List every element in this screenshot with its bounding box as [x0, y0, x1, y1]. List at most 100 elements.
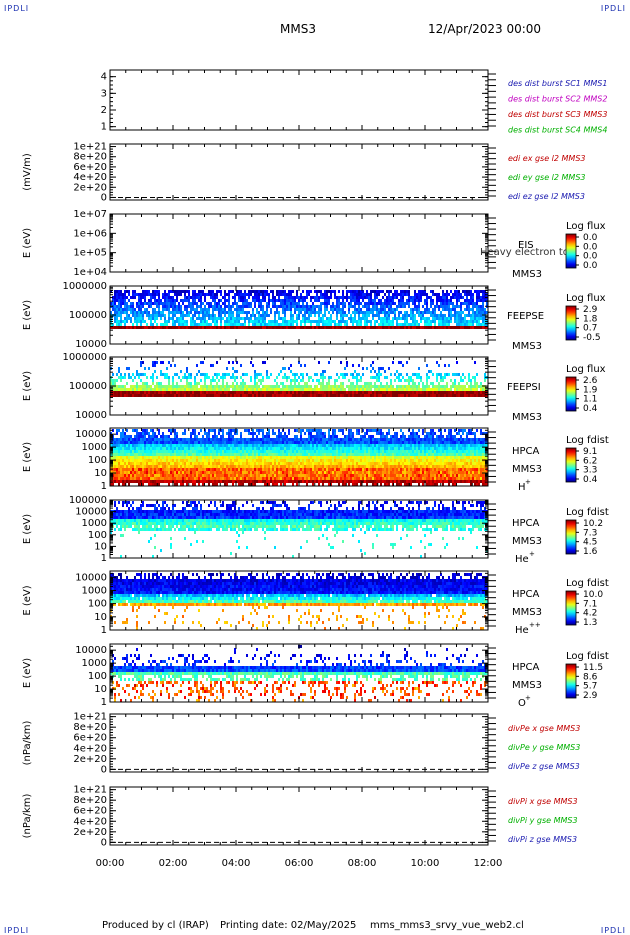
ytick-label-hpca_o-4: 10000: [75, 645, 107, 656]
frame-eis: [110, 214, 488, 272]
ytick-label-divpe-4: 8e+20: [73, 722, 107, 733]
colorbar-label-feepse: Log flux: [566, 293, 606, 304]
ytick-label-hpca_h-0: 1: [101, 481, 107, 492]
spacecraft-hpca_o: MMS3: [512, 680, 542, 691]
species-charge-hpca_he2: ++: [529, 621, 541, 629]
ytick-label-divpe-5: 1e+21: [73, 712, 107, 723]
ytick-label-hpca_h-1: 10: [94, 468, 107, 479]
ytick-label-dist-1: 2: [101, 105, 107, 116]
xtick-label-4: 08:00: [348, 858, 377, 869]
ytick-label-edi-0: 0: [101, 192, 107, 203]
ytick-label-hpca_o-0: 1: [101, 697, 107, 708]
ytick-label-hpca_he1-2: 100: [88, 530, 107, 541]
colorbar-label-hpca_h: Log fdist: [566, 435, 609, 446]
species-hpca_he2: He: [515, 625, 529, 636]
colorbar-hpca_h: [566, 448, 576, 482]
ytick-label-eis-2: 1e+06: [73, 228, 107, 239]
ytick-label-hpca_he1-1: 10: [94, 541, 107, 552]
species-charge-hpca_he1: +: [529, 550, 535, 558]
ytick-label-edi-4: 8e+20: [73, 152, 107, 163]
ytick-label-divpi-0: 0: [101, 837, 107, 848]
legend-edi-0: edi ex gse l2 MMS3: [508, 154, 586, 163]
ytick-label-eis-0: 1e+04: [73, 267, 107, 278]
colorbar-tick-hpca_h-3: 0.4: [583, 475, 598, 485]
legend-divpe-2: divPe z gse MMS3: [508, 762, 580, 771]
instrument-hpca_o: HPCA: [512, 662, 540, 673]
legend-dist-3: des dist burst SC4 MMS4: [508, 126, 607, 135]
legend-dist-0: des dist burst SC1 MMS1: [508, 79, 607, 88]
heatmap-hpca_o: [110, 645, 488, 702]
ytick-label-eis-3: 1e+07: [73, 209, 107, 220]
ytick-label-hpca_he2-4: 10000: [75, 572, 107, 583]
spacecraft-hpca_he2: MMS3: [512, 607, 542, 618]
colorbar-label-hpca_he1: Log fdist: [566, 507, 609, 518]
colorbar-tick-eis-3: 0.0: [583, 261, 598, 271]
legend-edi-1: edi ey gse l2 MMS3: [508, 173, 586, 182]
instrument-hpca_he2: HPCA: [512, 589, 540, 600]
ytick-label-eis-1: 1e+05: [73, 248, 107, 259]
colorbar-feepsi: [566, 377, 576, 411]
ylabel-edi: (mV/m): [22, 153, 33, 191]
xtick-label-2: 04:00: [222, 858, 251, 869]
ytick-label-divpe-3: 6e+20: [73, 733, 107, 744]
ytick-label-hpca_he2-0: 1: [101, 625, 107, 636]
colorbar-tick-feepse-3: -0.5: [583, 333, 601, 343]
xtick-label-1: 02:00: [159, 858, 188, 869]
ytick-label-edi-2: 4e+20: [73, 172, 107, 183]
colorbar-hpca_o: [566, 664, 576, 698]
footer-printing-date: Printing date: 02/May/2025: [220, 920, 356, 931]
ytick-label-dist-3: 4: [101, 72, 107, 83]
ytick-label-hpca_he1-5: 100000: [69, 495, 107, 506]
species-charge-hpca_h: +: [525, 478, 531, 486]
ytick-label-feepsi-1: 100000: [69, 381, 107, 392]
ytick-label-hpca_he2-3: 1000: [82, 585, 107, 596]
xtick-label-5: 10:00: [411, 858, 440, 869]
spacecraft-hpca_he1: MMS3: [512, 536, 542, 547]
ytick-label-feepsi-0: 10000: [75, 410, 107, 421]
ytick-label-divpi-2: 4e+20: [73, 816, 107, 827]
heatmap-feepsi: [110, 361, 488, 397]
legend-divpe-1: divPe y gse MMS3: [508, 743, 580, 752]
ytick-label-divpe-2: 4e+20: [73, 743, 107, 754]
ytick-label-edi-5: 1e+21: [73, 142, 107, 153]
ylabel-hpca_h: E (eV): [22, 442, 33, 472]
instrument-hpca_h: HPCA: [512, 446, 540, 457]
ytick-label-feepsi-2: 1000000: [62, 352, 107, 363]
ytick-label-feepse-2: 1000000: [62, 281, 107, 292]
colorbar-label-hpca_o: Log fdist: [566, 651, 609, 662]
ytick-label-dist-2: 3: [101, 88, 107, 99]
species-charge-hpca_o: +: [525, 694, 531, 702]
xtick-label-3: 06:00: [285, 858, 314, 869]
colorbar-label-hpca_he2: Log fdist: [566, 578, 609, 589]
legend-edi-2: edi ez gse l2 MMS3: [508, 192, 585, 201]
legend-dist-2: des dist burst SC3 MMS3: [508, 110, 607, 119]
legend-divpe-0: divPe x gse MMS3: [508, 724, 580, 733]
frame-divpi: [110, 787, 488, 845]
colorbar-tick-hpca_he1-3: 1.6: [583, 547, 598, 557]
ytick-label-hpca_o-3: 1000: [82, 658, 107, 669]
spacecraft-feepse: MMS3: [512, 341, 542, 352]
ytick-label-hpca_he2-2: 100: [88, 599, 107, 610]
ytick-label-hpca_he1-0: 1: [101, 553, 107, 564]
ytick-label-hpca_h-2: 100: [88, 455, 107, 466]
spacecraft-feepsi: MMS3: [512, 412, 542, 423]
colorbar-feepse: [566, 306, 576, 340]
footer-script-name: mms_mms3_srvy_vue_web2.cl: [370, 920, 524, 931]
ytick-label-hpca_he1-3: 1000: [82, 518, 107, 529]
spacecraft-hpca_h: MMS3: [512, 464, 542, 475]
ytick-label-hpca_o-1: 10: [94, 684, 107, 695]
frame-dist: [110, 70, 488, 130]
ytick-label-hpca_he2-1: 10: [94, 612, 107, 623]
ytick-label-hpca_he1-4: 10000: [75, 507, 107, 518]
ylabel-eis: E (eV): [22, 228, 33, 258]
ytick-label-edi-3: 6e+20: [73, 162, 107, 173]
